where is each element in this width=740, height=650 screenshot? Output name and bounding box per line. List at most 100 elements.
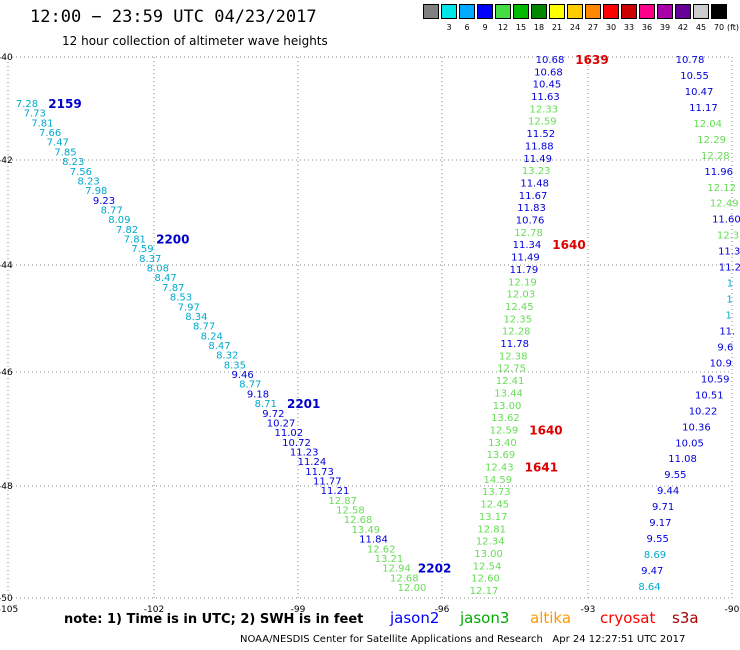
wave-height-label: 12.45 [505, 302, 534, 313]
legend-swatch [549, 4, 565, 19]
wave-height-label: 13.62 [491, 413, 520, 424]
wave-height-label: 13.17 [479, 512, 508, 523]
legend-label: 24 [569, 23, 581, 32]
wave-height-label: 12.68 [344, 515, 373, 526]
wave-height-label: 9.47 [641, 566, 663, 577]
wave-height-label: 10.47 [685, 87, 714, 98]
wave-height-label: 12.12 [707, 183, 736, 194]
wave-height-label: 11.49 [511, 253, 540, 264]
wave-height-label: 9.6 [717, 342, 733, 353]
wave-height-label: 12.28 [502, 327, 531, 338]
wave-height-label: 7.85 [54, 147, 76, 158]
wave-height-label: 7.59 [131, 244, 153, 255]
wave-height-label: 8.77 [193, 322, 215, 333]
wave-height-label: 10.45 [533, 80, 562, 91]
wave-height-label: 11.78 [500, 339, 529, 350]
wave-height-label: 1 [726, 295, 732, 306]
legend-swatch [657, 4, 673, 19]
wave-height-label: 7.73 [24, 109, 46, 120]
time-label: 2202 [418, 562, 451, 576]
wave-height-label: 7.81 [31, 118, 53, 129]
wave-height-label: 11.49 [523, 154, 552, 165]
wave-height-label: 11.77 [313, 477, 342, 488]
lon-label: -102 [144, 605, 164, 615]
wave-height-label: 13.40 [488, 438, 517, 449]
wave-height-label: 12.41 [496, 376, 525, 387]
wave-height-label: 12.59 [490, 425, 519, 436]
legend-swatch [531, 4, 547, 19]
wave-height-label: 7.82 [116, 225, 138, 236]
wave-height-label: 10.72 [282, 438, 311, 449]
lon-label: -105 [0, 605, 18, 615]
wave-height-label: 13.44 [494, 388, 523, 399]
wave-height-label: 8.08 [147, 264, 169, 275]
wave-height-label: 9.18 [247, 389, 269, 400]
wave-height-label: 12.04 [693, 119, 722, 130]
legend-label: 12 [497, 23, 509, 32]
satellite-label-jason2: jason2 [390, 609, 440, 627]
legend-label: 9 [482, 23, 488, 32]
wave-height-label: 12.34 [476, 537, 505, 548]
lat-label: -50 [0, 594, 13, 604]
legend-label: 3 [446, 23, 452, 32]
time-label: 1640 [552, 238, 585, 252]
wave-height-label: 11.02 [274, 428, 303, 439]
lon-label: -90 [725, 605, 740, 615]
wave-height-label: 7.81 [124, 235, 146, 246]
legend-label: 6 [464, 23, 470, 32]
page-subtitle: 12 hour collection of altimeter wave hei… [62, 34, 328, 48]
wave-height-label: 9.71 [652, 502, 674, 513]
wave-height-label: 8.77 [239, 380, 261, 391]
wave-height-label: 12.17 [470, 586, 499, 597]
wave-height-label: 12.45 [480, 500, 509, 511]
wave-height-label: 12.54 [473, 561, 502, 572]
time-label: 1639 [575, 53, 608, 67]
lat-label: -48 [0, 482, 13, 492]
wave-height-label: 12.81 [477, 524, 506, 535]
wave-height-label: 1 [727, 279, 733, 290]
wave-height-label: 8.47 [154, 273, 176, 284]
wave-height-label: 13.73 [482, 487, 511, 498]
legend-swatch [459, 4, 475, 19]
wave-height-label: 7.56 [70, 167, 92, 178]
legend-swatch [675, 4, 691, 19]
wave-height-label: 8.69 [644, 550, 666, 561]
satellite-label-cryosat: cryosat [600, 609, 656, 627]
wave-height-label: 12.19 [508, 277, 537, 288]
wave-height-label: 13.49 [351, 525, 380, 536]
legend-label: 70 [713, 23, 725, 32]
wave-height-label: 1 [725, 311, 731, 322]
wave-height-label: 8.37 [139, 254, 161, 265]
wave-height-label: 12.62 [367, 544, 396, 555]
wave-height-label: 12.60 [471, 574, 500, 585]
wave-height-label: 12.94 [382, 564, 411, 575]
wave-height-label: 11. [719, 326, 735, 337]
legend-swatch [603, 4, 619, 19]
wave-height-label: 8.77 [101, 205, 123, 216]
lon-label: -93 [581, 605, 596, 615]
wave-height-label: 9.55 [647, 534, 669, 545]
wave-height-label: 11.96 [704, 167, 733, 178]
wave-height-label: 7.47 [47, 138, 69, 149]
wave-height-label: 7.66 [39, 128, 61, 139]
wave-height-label: 10.55 [680, 71, 709, 82]
wave-height-label: 12.49 [710, 199, 739, 210]
wave-height-label: 9.72 [262, 409, 284, 420]
wave-height-label: 7.98 [85, 186, 107, 197]
wave-height-label: 12.3 [717, 231, 739, 242]
time-label: 1641 [525, 461, 558, 475]
wave-height-label: 8.53 [170, 293, 192, 304]
wave-height-label: 12.58 [336, 506, 365, 517]
wave-height-label: 11.79 [510, 265, 539, 276]
wave-height-label: 12.59 [528, 117, 557, 128]
wave-height-label: 8.32 [216, 351, 238, 362]
legend-label: 27 [587, 23, 599, 32]
wave-height-label: 13.21 [375, 554, 404, 565]
wave-height-label: 12.29 [697, 135, 726, 146]
wave-height-label: 11.48 [520, 178, 549, 189]
lon-label: -96 [435, 605, 450, 615]
legend-swatch [495, 4, 511, 19]
wave-height-label: 12.00 [398, 583, 427, 594]
wave-height-label: 12.75 [497, 364, 526, 375]
